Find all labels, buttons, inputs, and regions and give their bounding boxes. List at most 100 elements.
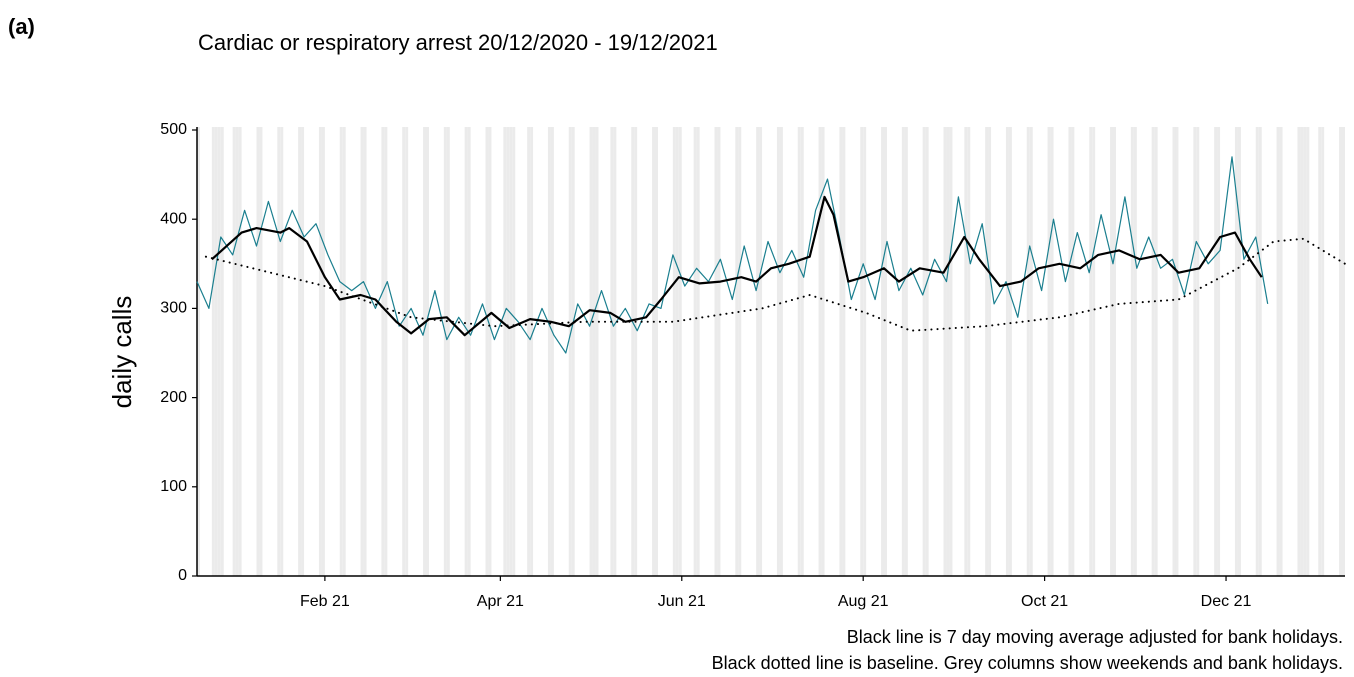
shaded-day	[842, 127, 846, 576]
shaded-day	[714, 127, 718, 576]
shaded-day	[402, 127, 406, 576]
shaded-day	[220, 127, 224, 576]
shaded-day	[1110, 127, 1114, 576]
y-tick-label: 0	[178, 567, 187, 584]
shaded-day	[547, 127, 551, 576]
shaded-day	[1318, 127, 1322, 576]
shaded-day	[506, 127, 510, 576]
shaded-day	[381, 127, 385, 576]
shaded-day	[1306, 127, 1310, 576]
shaded-day	[527, 127, 531, 576]
shaded-day	[259, 127, 263, 576]
shaded-day	[881, 127, 885, 576]
shaded-day	[1258, 127, 1262, 576]
shaded-day	[634, 127, 638, 576]
shaded-day	[613, 127, 617, 576]
x-tick-label: Jun 21	[658, 593, 706, 610]
data-line	[196, 156, 1269, 354]
shaded-day	[503, 127, 507, 576]
shaded-day	[1133, 127, 1137, 576]
shaded-day	[197, 127, 200, 576]
shaded-day	[1255, 127, 1259, 576]
shaded-day	[589, 127, 593, 576]
shaded-day	[675, 127, 679, 576]
shaded-day	[298, 127, 302, 576]
shaded-day	[339, 127, 343, 576]
shaded-day	[1089, 127, 1093, 576]
shaded-day	[426, 127, 429, 576]
shaded-day	[884, 127, 887, 576]
shaded-day	[384, 127, 388, 576]
shaded-day	[1029, 127, 1033, 576]
shaded-day	[964, 127, 968, 576]
shaded-day	[467, 127, 471, 576]
shaded-day	[1279, 127, 1283, 576]
shaded-day	[1237, 127, 1241, 576]
shaded-day	[595, 127, 599, 576]
shaded-day	[1092, 127, 1096, 576]
shaded-day	[1321, 127, 1325, 576]
shaded-day	[821, 127, 825, 576]
shaded-day	[1297, 127, 1301, 576]
shaded-day	[509, 127, 513, 576]
x-tick-label: Apr 21	[477, 593, 524, 610]
shaded-day	[211, 127, 215, 576]
shaded-day	[1342, 127, 1345, 576]
y-tick-label: 200	[160, 389, 187, 406]
chart-title: Cardiac or respiratory arrest 20/12/2020…	[198, 30, 718, 55]
shaded-day	[738, 127, 742, 576]
shaded-day	[568, 127, 572, 576]
shaded-day	[1154, 127, 1158, 576]
shaded-day	[1303, 127, 1307, 576]
shaded-day	[631, 127, 635, 576]
shaded-day	[550, 127, 554, 576]
shaded-day	[776, 127, 780, 576]
y-tick-label: 500	[160, 121, 187, 138]
shaded-day	[985, 127, 989, 576]
y-tick-label: 100	[160, 478, 187, 495]
shaded-day	[1068, 127, 1072, 576]
shaded-day	[1214, 127, 1218, 576]
shaded-day	[530, 127, 534, 576]
shaded-day	[946, 127, 950, 576]
shaded-day	[363, 127, 367, 576]
shaded-day	[735, 127, 739, 576]
baseline-line	[204, 237, 1346, 332]
shaded-day	[1008, 127, 1012, 576]
shaded-day	[1217, 127, 1221, 576]
shaded-day	[925, 127, 929, 576]
shaded-day	[860, 127, 864, 576]
shaded-day	[485, 127, 489, 576]
x-tick-label: Aug 21	[838, 593, 889, 610]
shaded-day	[256, 127, 260, 576]
shaded-day	[280, 127, 284, 576]
shaded-day	[277, 127, 281, 576]
shaded-day	[988, 127, 992, 576]
shaded-day	[214, 127, 218, 576]
shaded-day	[342, 127, 346, 576]
panel-label: (a)	[8, 14, 35, 39]
shaded-day	[571, 127, 575, 576]
shaded-day	[1071, 127, 1075, 576]
shaded-day	[464, 127, 468, 576]
shaded-day	[904, 127, 908, 576]
shaded-day	[238, 127, 242, 576]
x-tick-label: Feb 21	[300, 593, 350, 610]
shaded-day	[217, 127, 221, 576]
shaded-day	[1196, 127, 1200, 576]
shaded-day	[756, 127, 760, 576]
shaded-day	[318, 127, 322, 576]
shaded-day	[1047, 127, 1051, 576]
shaded-day	[949, 127, 953, 576]
shaded-day	[1151, 127, 1155, 576]
shaded-day	[863, 127, 867, 576]
shaded-day	[759, 127, 763, 576]
shaded-day	[696, 127, 700, 576]
shaded-day	[1172, 127, 1176, 576]
shaded-day	[1026, 127, 1030, 576]
shaded-day	[1276, 127, 1280, 576]
shaded-day	[1175, 127, 1179, 576]
shaded-day	[610, 127, 614, 576]
shaded-day	[797, 127, 801, 576]
data-line	[211, 195, 1263, 337]
